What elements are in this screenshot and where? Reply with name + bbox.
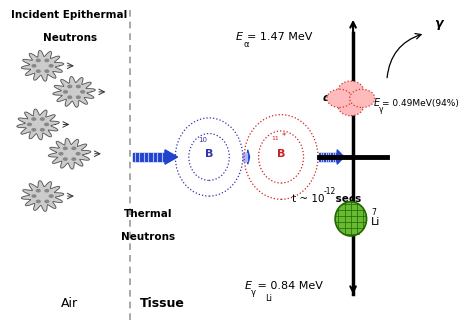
Circle shape [67,85,73,88]
Circle shape [40,128,45,132]
Text: Incident Epithermal: Incident Epithermal [11,10,128,21]
Circle shape [31,194,36,198]
Text: secs: secs [332,194,361,204]
Circle shape [349,89,375,108]
Polygon shape [21,181,64,211]
Circle shape [36,199,41,203]
Circle shape [338,97,364,116]
Circle shape [31,128,36,132]
Text: = 1.47 MeV: = 1.47 MeV [247,31,312,42]
Bar [243,153,248,161]
Circle shape [36,69,41,73]
Text: Tissue: Tissue [139,297,184,310]
Text: Neutrons: Neutrons [121,232,175,242]
Circle shape [44,69,49,73]
Text: γ: γ [379,105,383,114]
Text: = 0.84 MeV: = 0.84 MeV [254,281,323,291]
Text: E: E [236,31,243,42]
Text: B: B [277,149,285,159]
Circle shape [58,152,64,156]
Text: γ: γ [434,17,443,30]
Circle shape [48,194,54,198]
Polygon shape [337,150,344,164]
Circle shape [36,59,41,62]
Polygon shape [53,77,95,107]
Bar [319,153,337,161]
Circle shape [44,59,49,62]
Circle shape [36,189,41,193]
Text: E: E [245,281,252,291]
Polygon shape [21,50,64,81]
Text: -12: -12 [324,187,336,196]
Circle shape [40,117,45,121]
Circle shape [76,95,81,99]
Text: Thermal: Thermal [124,209,173,219]
Text: Li: Li [371,217,381,227]
Circle shape [63,90,68,94]
Circle shape [48,64,54,68]
Text: E: E [374,98,380,108]
Ellipse shape [335,202,366,236]
Circle shape [71,146,76,150]
Circle shape [31,64,36,68]
Circle shape [327,89,352,108]
Text: α: α [322,94,330,103]
Text: 11: 11 [271,136,279,141]
Circle shape [71,157,76,161]
Circle shape [63,146,68,150]
Polygon shape [17,109,59,140]
Text: B: B [205,149,213,159]
Circle shape [338,81,364,99]
Circle shape [27,123,32,126]
Text: 7: 7 [371,208,376,217]
Polygon shape [248,150,250,164]
Text: = 0.49MeV(94%): = 0.49MeV(94%) [382,99,459,108]
Text: α: α [243,40,249,49]
Text: *: * [282,132,286,141]
Text: Air: Air [61,297,78,310]
Circle shape [31,117,36,121]
Bar [133,153,165,161]
Text: 10: 10 [198,137,207,143]
Polygon shape [165,150,178,164]
Circle shape [67,95,73,99]
Circle shape [63,157,68,161]
Text: Neutrons: Neutrons [43,33,97,43]
Text: t ~ 10: t ~ 10 [292,194,325,204]
Circle shape [44,189,49,193]
Circle shape [76,85,81,88]
Polygon shape [48,138,91,169]
Circle shape [80,90,85,94]
Circle shape [44,123,49,126]
Circle shape [44,199,49,203]
Text: Li: Li [265,294,273,303]
Circle shape [75,152,81,156]
Text: γ: γ [251,288,256,297]
